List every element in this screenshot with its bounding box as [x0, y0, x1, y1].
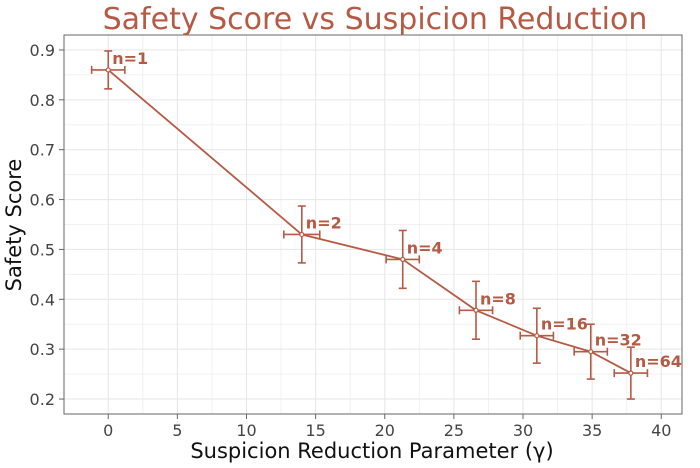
x-tick-label: 10	[236, 421, 256, 440]
y-tick-label: 0.7	[30, 141, 55, 160]
point-marker	[105, 67, 111, 73]
grid	[64, 35, 682, 414]
x-tick-label: 15	[305, 421, 325, 440]
data-point: n=16	[519, 307, 588, 364]
data-point: n=2	[283, 205, 342, 264]
point-label: n=1	[112, 49, 148, 68]
y-tick-label: 0.4	[30, 290, 55, 309]
y-axis-label: Safety Score	[2, 159, 26, 292]
point-marker	[588, 349, 594, 355]
y-tick-label: 0.9	[30, 41, 55, 60]
point-marker	[534, 333, 540, 339]
series-safety-score: n=1 n=2 n=4 n=8 n=16 n=32 n=64	[90, 49, 682, 400]
point-marker	[299, 231, 305, 238]
y-tick-label: 0.2	[30, 390, 55, 409]
point-label: n=8	[480, 289, 516, 308]
y-tick-label: 0.8	[30, 91, 55, 110]
point-label: n=16	[541, 315, 588, 334]
point-label: n=2	[306, 213, 342, 232]
x-tick-label: 20	[375, 421, 395, 440]
axis-ticks: 0 5 10 15 20 25 30 35 40 0.2 0.3 0.4 0.5 0.6 0.7 0.8 0.9	[30, 41, 672, 440]
point-marker	[400, 256, 406, 263]
data-point: n=64	[613, 346, 682, 400]
y-tick-label: 0.5	[30, 240, 55, 259]
point-label: n=4	[407, 238, 443, 257]
plot-frame	[63, 34, 683, 415]
x-tick-label: 30	[513, 421, 533, 440]
x-tick-label: 35	[582, 421, 602, 440]
x-tick-label: 5	[172, 421, 182, 440]
x-tick-label: 0	[103, 421, 113, 440]
point-marker	[473, 307, 479, 313]
y-tick-label: 0.6	[30, 191, 55, 210]
point-marker	[628, 370, 634, 376]
y-tick-label: 0.3	[30, 340, 55, 359]
data-point: n=32	[573, 323, 642, 380]
x-tick-label: 40	[651, 421, 671, 440]
point-label: n=64	[635, 352, 682, 371]
x-tick-label: 25	[444, 421, 464, 440]
data-point: n=4	[385, 229, 443, 290]
x-axis-label: Suspicion Reduction Parameter (γ)	[190, 439, 553, 463]
point-label: n=32	[595, 331, 642, 350]
chart-title: Safety Score vs Suspicion Reduction	[103, 2, 648, 37]
data-point: n=8	[458, 280, 516, 340]
data-point: n=1	[90, 49, 148, 90]
